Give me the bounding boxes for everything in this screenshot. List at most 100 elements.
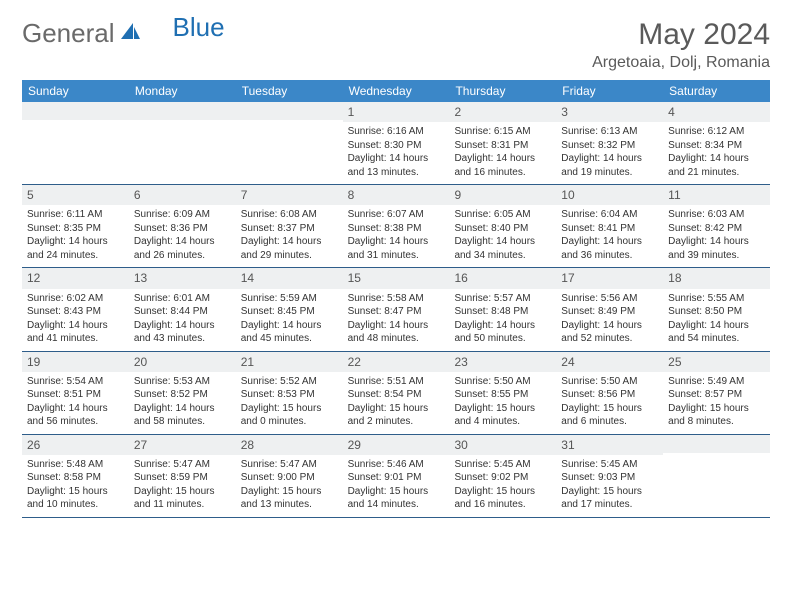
sunset-text: Sunset: 8:50 PM [668,305,765,319]
sunset-text: Sunset: 8:48 PM [454,305,551,319]
sunset-text: Sunset: 9:00 PM [241,471,338,485]
calendar-day: 29Sunrise: 5:46 AMSunset: 9:01 PMDayligh… [343,435,450,517]
day-number: 20 [129,352,236,372]
daylight-text: Daylight: 14 hours and 50 minutes. [454,319,551,346]
weekday-header: Saturday [663,80,770,102]
sunrise-text: Sunrise: 5:53 AM [134,375,231,389]
sunset-text: Sunset: 8:56 PM [561,388,658,402]
sunset-text: Sunset: 8:36 PM [134,222,231,236]
sunrise-text: Sunrise: 5:59 AM [241,292,338,306]
day-body: Sunrise: 6:13 AMSunset: 8:32 PMDaylight:… [556,122,663,184]
day-body: Sunrise: 6:01 AMSunset: 8:44 PMDaylight:… [129,289,236,351]
calendar-day: 6Sunrise: 6:09 AMSunset: 8:36 PMDaylight… [129,185,236,267]
calendar-week: 19Sunrise: 5:54 AMSunset: 8:51 PMDayligh… [22,352,770,435]
sunrise-text: Sunrise: 5:50 AM [454,375,551,389]
calendar-day: 22Sunrise: 5:51 AMSunset: 8:54 PMDayligh… [343,352,450,434]
sunset-text: Sunset: 8:43 PM [27,305,124,319]
weekday-header: Thursday [449,80,556,102]
daylight-text: Daylight: 14 hours and 34 minutes. [454,235,551,262]
sunrise-text: Sunrise: 6:16 AM [348,125,445,139]
calendar-week: 5Sunrise: 6:11 AMSunset: 8:35 PMDaylight… [22,185,770,268]
day-body: Sunrise: 6:07 AMSunset: 8:38 PMDaylight:… [343,205,450,267]
day-number: 8 [343,185,450,205]
weekday-header: Friday [556,80,663,102]
day-body: Sunrise: 5:54 AMSunset: 8:51 PMDaylight:… [22,372,129,434]
day-body: Sunrise: 6:02 AMSunset: 8:43 PMDaylight:… [22,289,129,351]
day-body: Sunrise: 6:12 AMSunset: 8:34 PMDaylight:… [663,122,770,184]
day-number: 5 [22,185,129,205]
sunrise-text: Sunrise: 5:51 AM [348,375,445,389]
sunrise-text: Sunrise: 5:48 AM [27,458,124,472]
sunrise-text: Sunrise: 5:47 AM [241,458,338,472]
day-number: 7 [236,185,343,205]
calendar-day: 4Sunrise: 6:12 AMSunset: 8:34 PMDaylight… [663,102,770,184]
calendar-day: 23Sunrise: 5:50 AMSunset: 8:55 PMDayligh… [449,352,556,434]
calendar-day: 24Sunrise: 5:50 AMSunset: 8:56 PMDayligh… [556,352,663,434]
day-number: 31 [556,435,663,455]
weekday-header: Monday [129,80,236,102]
day-number: 4 [663,102,770,122]
logo: General Blue [22,18,197,49]
calendar-day: 15Sunrise: 5:58 AMSunset: 8:47 PMDayligh… [343,268,450,350]
sunset-text: Sunset: 8:47 PM [348,305,445,319]
weekday-header-row: SundayMondayTuesdayWednesdayThursdayFrid… [22,80,770,102]
calendar-day: 16Sunrise: 5:57 AMSunset: 8:48 PMDayligh… [449,268,556,350]
day-body: Sunrise: 5:46 AMSunset: 9:01 PMDaylight:… [343,455,450,517]
sunrise-text: Sunrise: 6:03 AM [668,208,765,222]
sunrise-text: Sunrise: 5:58 AM [348,292,445,306]
daylight-text: Daylight: 14 hours and 21 minutes. [668,152,765,179]
day-number: 9 [449,185,556,205]
sunset-text: Sunset: 9:03 PM [561,471,658,485]
day-body: Sunrise: 5:47 AMSunset: 9:00 PMDaylight:… [236,455,343,517]
day-body: Sunrise: 5:56 AMSunset: 8:49 PMDaylight:… [556,289,663,351]
calendar-day: 3Sunrise: 6:13 AMSunset: 8:32 PMDaylight… [556,102,663,184]
daylight-text: Daylight: 14 hours and 48 minutes. [348,319,445,346]
day-number: 18 [663,268,770,288]
sunrise-text: Sunrise: 5:56 AM [561,292,658,306]
daylight-text: Daylight: 14 hours and 43 minutes. [134,319,231,346]
daylight-text: Daylight: 14 hours and 19 minutes. [561,152,658,179]
sunset-text: Sunset: 8:32 PM [561,139,658,153]
sunrise-text: Sunrise: 6:11 AM [27,208,124,222]
calendar-day: 12Sunrise: 6:02 AMSunset: 8:43 PMDayligh… [22,268,129,350]
day-number [236,102,343,120]
daylight-text: Daylight: 15 hours and 11 minutes. [134,485,231,512]
daylight-text: Daylight: 15 hours and 17 minutes. [561,485,658,512]
calendar-week: 26Sunrise: 5:48 AMSunset: 8:58 PMDayligh… [22,435,770,518]
day-body: Sunrise: 6:04 AMSunset: 8:41 PMDaylight:… [556,205,663,267]
sunset-text: Sunset: 8:49 PM [561,305,658,319]
sunset-text: Sunset: 8:37 PM [241,222,338,236]
calendar-day: 20Sunrise: 5:53 AMSunset: 8:52 PMDayligh… [129,352,236,434]
day-body: Sunrise: 5:57 AMSunset: 8:48 PMDaylight:… [449,289,556,351]
sunrise-text: Sunrise: 6:02 AM [27,292,124,306]
day-body: Sunrise: 5:58 AMSunset: 8:47 PMDaylight:… [343,289,450,351]
sunset-text: Sunset: 8:51 PM [27,388,124,402]
daylight-text: Daylight: 14 hours and 13 minutes. [348,152,445,179]
day-number: 21 [236,352,343,372]
sunset-text: Sunset: 8:53 PM [241,388,338,402]
daylight-text: Daylight: 14 hours and 45 minutes. [241,319,338,346]
day-number: 10 [556,185,663,205]
day-number [129,102,236,120]
daylight-text: Daylight: 14 hours and 24 minutes. [27,235,124,262]
sunset-text: Sunset: 8:30 PM [348,139,445,153]
day-number: 17 [556,268,663,288]
calendar-day: 1 Sunrise: 6:16 AMSunset: 8:30 PMDaylight… [343,102,450,184]
daylight-text: Daylight: 15 hours and 8 minutes. [668,402,765,429]
daylight-text: Daylight: 14 hours and 56 minutes. [27,402,124,429]
day-body: Sunrise: 6:11 AMSunset: 8:35 PMDaylight:… [22,205,129,267]
daylight-text: Daylight: 14 hours and 54 minutes. [668,319,765,346]
calendar-day: 8Sunrise: 6:07 AMSunset: 8:38 PMDaylight… [343,185,450,267]
calendar-day: 25Sunrise: 5:49 AMSunset: 8:57 PMDayligh… [663,352,770,434]
sunset-text: Sunset: 8:42 PM [668,222,765,236]
day-body: Sunrise: 5:50 AMSunset: 8:56 PMDaylight:… [556,372,663,434]
daylight-text: Daylight: 14 hours and 16 minutes. [454,152,551,179]
sunset-text: Sunset: 8:57 PM [668,388,765,402]
day-number: 1 [343,102,450,122]
day-body: Sunrise: 6:03 AMSunset: 8:42 PMDaylight:… [663,205,770,267]
calendar-day: 17Sunrise: 5:56 AMSunset: 8:49 PMDayligh… [556,268,663,350]
sunset-text: Sunset: 8:58 PM [27,471,124,485]
sunset-text: Sunset: 8:40 PM [454,222,551,236]
day-number: 6 [129,185,236,205]
sunset-text: Sunset: 8:59 PM [134,471,231,485]
